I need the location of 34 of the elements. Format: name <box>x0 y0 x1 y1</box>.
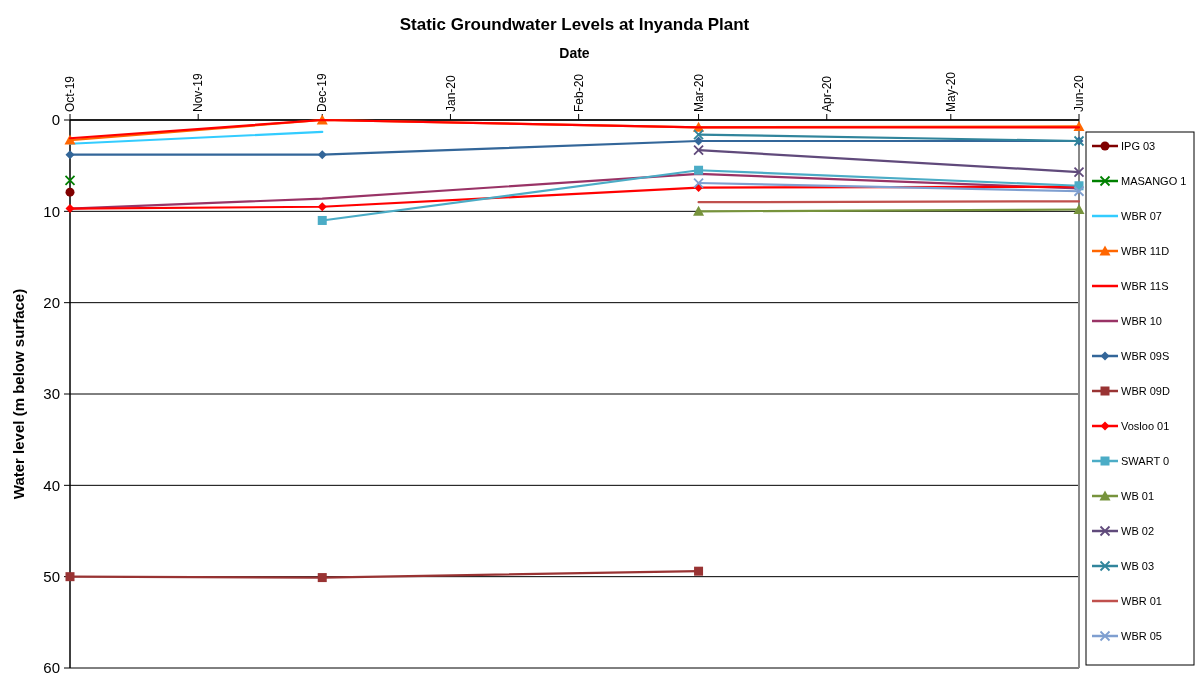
x-tick-label: Apr-20 <box>819 75 834 112</box>
x-tick-label: Dec-19 <box>315 72 330 112</box>
legend-label: WB 01 <box>1121 489 1155 502</box>
legend-label: WBR 11D <box>1121 244 1170 257</box>
x-tick-label: Jun-20 <box>1072 74 1087 112</box>
y-tick-label: 30 <box>43 385 60 403</box>
legend-label: MASANGO 1 <box>1121 174 1187 187</box>
x-axis-title: Date <box>559 45 590 61</box>
legend-label: WBR 09D <box>1121 384 1170 397</box>
y-tick-label: 60 <box>43 659 60 673</box>
x-tick-label: Jan-20 <box>443 74 458 112</box>
legend-label: WBR 11S <box>1121 279 1169 292</box>
x-tick-label: Feb-20 <box>571 73 586 112</box>
legend-label: Vosloo 01 <box>1121 419 1170 432</box>
y-axis-title: Water level (m below surface) <box>10 288 27 500</box>
legend-label: SWART 0 <box>1121 454 1170 467</box>
y-tick-label: 0 <box>51 111 60 129</box>
x-tick-label: Oct-19 <box>63 75 78 112</box>
legend-label: WB 03 <box>1121 559 1155 572</box>
y-tick-label: 50 <box>43 567 60 585</box>
y-tick-label: 10 <box>43 202 60 220</box>
legend-label: WBR 05 <box>1121 629 1162 642</box>
legend-label: WBR 01 <box>1121 594 1162 607</box>
chart-title: Static Groundwater Levels at Inyanda Plant <box>399 15 750 34</box>
legend-label: WB 02 <box>1121 524 1155 537</box>
legend-label: IPG 03 <box>1121 139 1156 152</box>
y-tick-label: 20 <box>43 293 60 311</box>
x-tick-label: May-20 <box>944 71 959 112</box>
legend-label: WBR 09S <box>1121 349 1170 362</box>
legend-label: WBR 07 <box>1121 209 1162 222</box>
y-tick-label: 40 <box>43 476 60 494</box>
legend-label: WBR 10 <box>1121 314 1162 327</box>
x-tick-label: Nov-19 <box>191 72 206 112</box>
x-tick-label: Mar-20 <box>691 73 706 112</box>
